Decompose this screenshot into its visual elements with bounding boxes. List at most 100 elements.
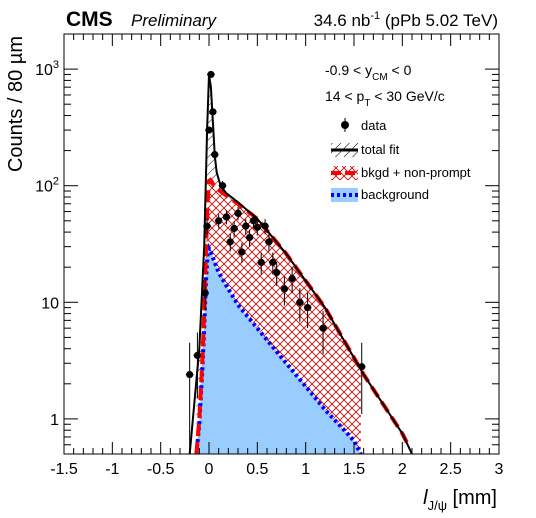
rapidity-cut: -0.9 < yCM < 0 — [325, 62, 412, 83]
data-point-marker — [304, 304, 312, 312]
data-point-marker — [205, 126, 213, 134]
data-point — [222, 210, 231, 225]
lumi-value: 34.6 nb — [314, 11, 371, 30]
legend-bkgd-swatch — [331, 166, 358, 180]
experiment-label: CMS — [66, 8, 113, 31]
rapidity-cut-sub: CM — [372, 72, 388, 83]
x-tick-label: 2.5 — [440, 461, 462, 478]
bkgd-nonprompt-line — [194, 177, 410, 454]
x-tick-label: 1.5 — [343, 461, 365, 478]
total-fit-line — [188, 74, 413, 454]
data-point — [257, 252, 266, 275]
data-point — [205, 126, 213, 134]
data-point — [253, 220, 262, 236]
data-point — [288, 267, 296, 294]
data-point — [319, 311, 327, 355]
data-point-marker — [234, 209, 242, 217]
data-point-marker — [319, 324, 327, 332]
legend-total-label: total fit — [361, 142, 400, 157]
selection-annotations: -0.9 < yCM < 0 14 < pT < 30 GeV/c — [325, 62, 445, 109]
status-label: Preliminary — [131, 11, 218, 30]
data-point — [241, 219, 250, 235]
legend: data total fit bkgd + non-prompt backgro… — [331, 118, 471, 202]
data-point — [249, 214, 258, 229]
legend-entry-total-fit: total fit — [331, 142, 400, 157]
data-point — [226, 233, 235, 252]
data-point — [214, 214, 223, 229]
bkgd-nonprompt-hatch — [196, 180, 361, 454]
data-point-marker — [209, 108, 217, 116]
data-point-marker — [296, 298, 304, 306]
legend-bg-label: background — [361, 187, 429, 202]
y-axis-title: Counts / 80 µm — [5, 36, 27, 172]
legend-entry-data: data — [341, 118, 387, 133]
data-point-marker — [226, 238, 234, 246]
y-tick-base: 1 — [50, 412, 59, 429]
data-point — [209, 108, 217, 116]
y-tick-base: 10 — [35, 62, 53, 79]
data-point-marker — [249, 217, 258, 225]
data-point — [245, 229, 254, 247]
lumi-exponent: -1 — [370, 10, 380, 22]
data-point-marker — [207, 70, 215, 79]
data-point-marker — [265, 238, 273, 246]
legend-entry-background: background — [331, 187, 429, 202]
data-point — [261, 219, 269, 235]
lumi-suffix: (pPb 5.02 TeV) — [380, 11, 498, 30]
plot-area — [185, 70, 413, 454]
data-point-marker — [246, 233, 254, 242]
data-point-marker — [222, 213, 230, 221]
data-point — [296, 288, 304, 322]
legend-data-label: data — [361, 118, 387, 133]
pt-cut-post: < 30 GeV/c — [370, 88, 444, 104]
data-point-marker — [273, 268, 281, 277]
background-area — [196, 248, 361, 454]
data-point — [238, 243, 246, 263]
data-point — [185, 342, 194, 454]
data-point-marker — [269, 258, 277, 266]
data-point — [203, 218, 211, 235]
data-point-marker — [257, 258, 265, 266]
data-point — [303, 293, 312, 329]
data-point-marker — [211, 150, 219, 159]
y-tick-label: 102 — [35, 176, 59, 196]
data-point-marker — [193, 351, 201, 360]
x-axis-title: lJ/ψ [mm] — [423, 487, 497, 513]
data-point-marker — [203, 222, 211, 230]
data-point — [357, 342, 366, 415]
y-tick-base: 10 — [35, 179, 53, 196]
x-tick-label: 2 — [398, 461, 407, 478]
y-tick-label: 103 — [35, 59, 59, 79]
x-tick-label: 0 — [205, 461, 214, 478]
legend-entry-bkgd-nonprompt: bkgd + non-prompt — [331, 165, 471, 180]
data-point — [201, 280, 209, 311]
data-point-marker — [238, 248, 246, 256]
data-point-marker — [261, 222, 269, 230]
rapidity-cut-post: < 0 — [388, 62, 412, 78]
data-point — [207, 70, 215, 79]
data-point — [230, 221, 238, 237]
data-point — [234, 207, 242, 221]
data-point — [193, 332, 202, 399]
pt-cut-pre: 14 < p — [325, 88, 365, 104]
data-point — [210, 150, 219, 159]
data-points — [185, 70, 366, 454]
y-tick-label: 10 — [41, 295, 59, 312]
data-point-marker — [253, 223, 261, 231]
x-tick-label: -1.5 — [50, 461, 78, 478]
y-tick-exp: 2 — [53, 176, 59, 188]
pt-cut: 14 < pT < 30 GeV/c — [325, 88, 445, 109]
data-point-marker — [242, 222, 250, 230]
data-point — [218, 180, 227, 192]
x-tick-label: 3 — [495, 461, 504, 478]
data-point-marker — [218, 182, 227, 190]
y-tick-exp: 3 — [53, 59, 59, 71]
x-tick-label: 1 — [301, 461, 310, 478]
data-point-marker — [280, 285, 288, 293]
x-tick-label: 0.5 — [246, 461, 268, 478]
rapidity-cut-pre: -0.9 < y — [325, 62, 372, 78]
data-point — [280, 276, 289, 306]
data-point-marker — [288, 274, 296, 283]
